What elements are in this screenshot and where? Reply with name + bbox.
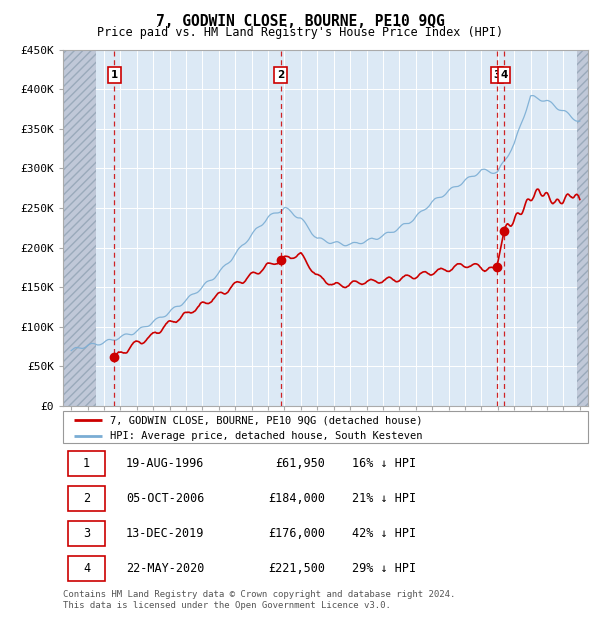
- Bar: [68, 486, 105, 512]
- Text: £61,950: £61,950: [275, 458, 325, 471]
- Text: 3: 3: [493, 70, 500, 80]
- Text: 7, GODWIN CLOSE, BOURNE, PE10 9QG: 7, GODWIN CLOSE, BOURNE, PE10 9QG: [155, 14, 445, 29]
- Text: 22-MAY-2020: 22-MAY-2020: [126, 562, 205, 575]
- Text: 1: 1: [111, 70, 118, 80]
- Text: 16% ↓ HPI: 16% ↓ HPI: [352, 458, 416, 471]
- Text: 29% ↓ HPI: 29% ↓ HPI: [352, 562, 416, 575]
- Text: 2: 2: [277, 70, 284, 80]
- Text: £221,500: £221,500: [269, 562, 325, 575]
- Bar: [63, 50, 96, 406]
- Text: Contains HM Land Registry data © Crown copyright and database right 2024.
This d: Contains HM Land Registry data © Crown c…: [63, 590, 455, 609]
- Text: £184,000: £184,000: [269, 492, 325, 505]
- Text: 3: 3: [83, 527, 90, 540]
- Text: 2: 2: [83, 492, 90, 505]
- Text: Price paid vs. HM Land Registry's House Price Index (HPI): Price paid vs. HM Land Registry's House …: [97, 26, 503, 39]
- Bar: [577, 50, 588, 406]
- Text: 05-OCT-2006: 05-OCT-2006: [126, 492, 205, 505]
- Bar: [68, 451, 105, 476]
- Text: 42% ↓ HPI: 42% ↓ HPI: [352, 527, 416, 540]
- Bar: [68, 556, 105, 581]
- Text: 4: 4: [83, 562, 90, 575]
- Text: 1: 1: [83, 458, 90, 471]
- Text: 4: 4: [500, 70, 508, 80]
- Text: 7, GODWIN CLOSE, BOURNE, PE10 9QG (detached house): 7, GODWIN CLOSE, BOURNE, PE10 9QG (detac…: [110, 415, 423, 425]
- Text: HPI: Average price, detached house, South Kesteven: HPI: Average price, detached house, Sout…: [110, 431, 423, 441]
- Bar: [68, 521, 105, 546]
- Text: 13-DEC-2019: 13-DEC-2019: [126, 527, 205, 540]
- Text: 19-AUG-1996: 19-AUG-1996: [126, 458, 205, 471]
- Text: 21% ↓ HPI: 21% ↓ HPI: [352, 492, 416, 505]
- Text: £176,000: £176,000: [269, 527, 325, 540]
